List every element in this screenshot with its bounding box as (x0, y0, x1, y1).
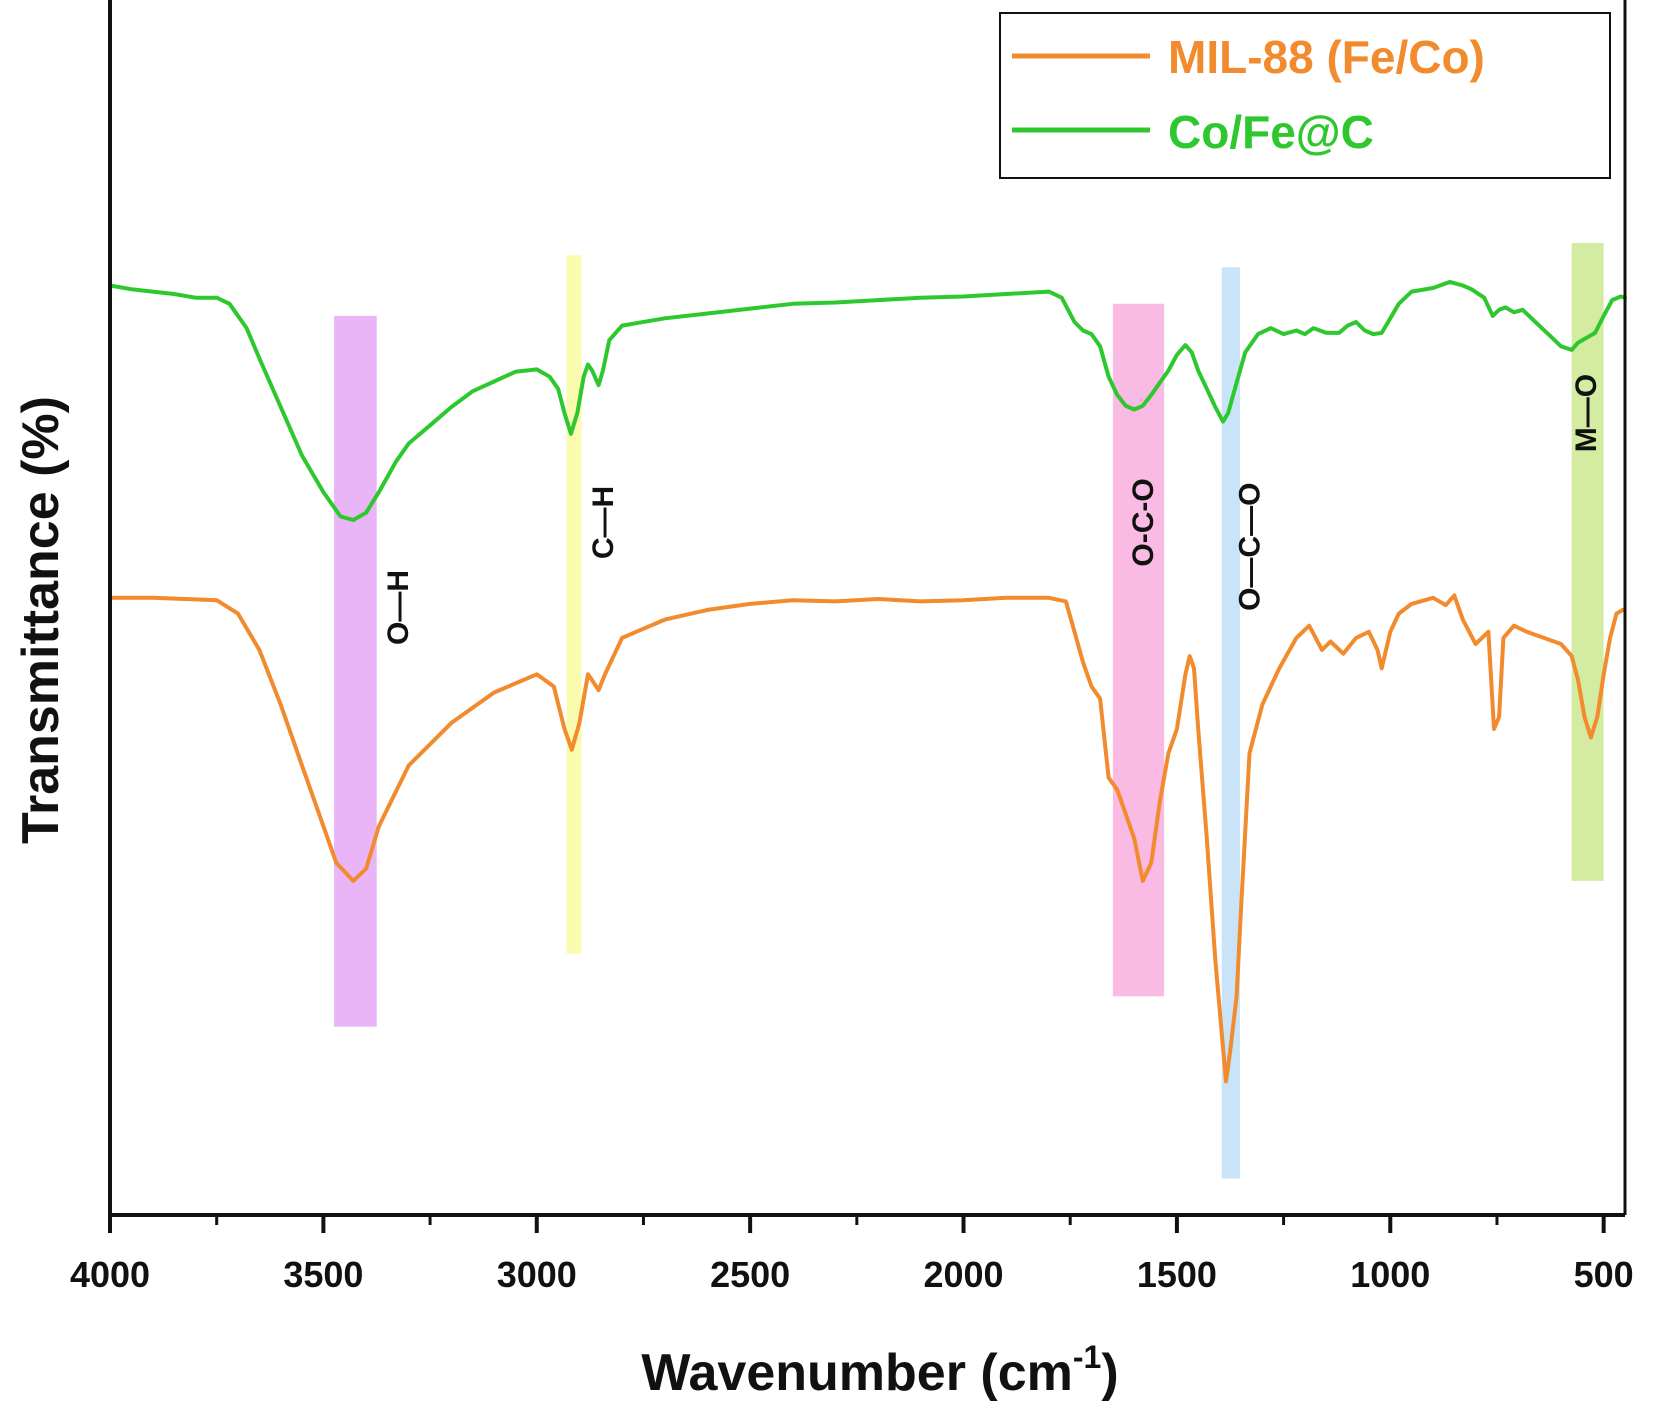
band-o-c-o (1221, 267, 1241, 1179)
x-axis-title: Wavenumber (cm-1) (641, 1339, 1118, 1402)
series-line-mil-88-fe-co (108, 593, 1625, 1084)
x-tick-label-2000: 2000 (923, 1254, 1003, 1295)
band-layer (334, 243, 1604, 1179)
x-tick-label-2500: 2500 (710, 1254, 790, 1295)
x-axis-title-superscript: -1 (1073, 1339, 1101, 1375)
band-label-o-h: O—H (382, 570, 415, 645)
axes-layer: 4000 3500 3000 2500 2000 1500 1000 500 (70, 0, 1634, 1295)
band-c-h (566, 255, 582, 954)
x-tick-label-3500: 3500 (283, 1254, 363, 1295)
band-label-c-h: C—H (587, 486, 620, 559)
band-label-m-o: M—O (1570, 374, 1603, 452)
band-label-o-c-o: O—C—O (1234, 483, 1267, 611)
legend-label-mil88: MIL-88 (Fe/Co) (1168, 31, 1485, 83)
band-o-c-o (1112, 303, 1165, 997)
legend: MIL-88 (Fe/Co) Co/Fe@C (999, 12, 1611, 179)
y-axis-title: Transmittance (%) (12, 396, 70, 844)
x-tick-label-3000: 3000 (497, 1254, 577, 1295)
series-line-co-fe-c (108, 279, 1627, 522)
series-layer (108, 279, 1627, 1084)
band-o-h (334, 315, 377, 1027)
band-label-o-c-o: O-C-O (1127, 478, 1160, 566)
x-tick-label-500: 500 (1574, 1254, 1634, 1295)
band-m-o (1571, 243, 1604, 881)
legend-box (999, 12, 1611, 179)
x-axis-title-main: Wavenumber (cm (641, 1344, 1073, 1402)
x-tick-label-1000: 1000 (1350, 1254, 1430, 1295)
x-tick-label-4000: 4000 (70, 1254, 150, 1295)
x-tick-label-1500: 1500 (1137, 1254, 1217, 1295)
band-labels-layer: O—H C—H O-C-O O—C—O M—O (382, 374, 1603, 645)
x-axis-title-close: ) (1101, 1344, 1118, 1402)
legend-label-cofec: Co/Fe@C (1168, 106, 1374, 158)
